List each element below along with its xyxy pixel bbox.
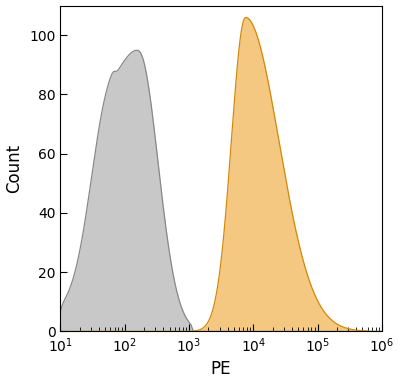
X-axis label: PE: PE [211,361,231,379]
Y-axis label: Count: Count [6,144,24,193]
